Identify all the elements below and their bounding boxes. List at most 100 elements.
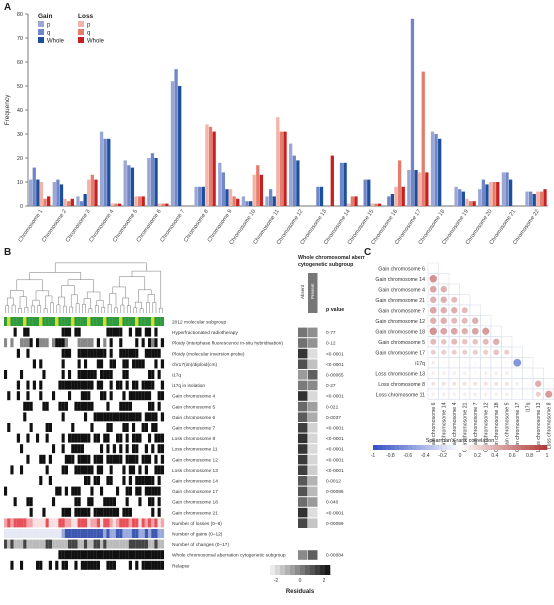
heatmap-cell: [29, 380, 33, 390]
heatmap-cell: [55, 550, 59, 560]
heatmap-cell: [84, 550, 88, 560]
heatmap-cell: [42, 401, 46, 411]
bar: [292, 155, 296, 206]
heatmap-cell: [4, 412, 8, 422]
heatmap-cell: [84, 539, 88, 549]
heatmap-cell: [160, 507, 165, 517]
bar: [117, 203, 122, 206]
heatmap-cell: [80, 317, 85, 326]
heatmap-cell: [20, 507, 24, 517]
heatmap-cell: [151, 380, 155, 390]
bar: [170, 81, 175, 206]
heatmap-cell: [157, 539, 161, 549]
bar: [130, 167, 135, 206]
heatmap-cell: [103, 348, 107, 358]
heatmap-cell: [26, 412, 30, 422]
heatmap-cell: [45, 338, 49, 348]
heatmap-cell: [157, 423, 161, 432]
heatmap-cell: [42, 338, 46, 348]
correlation-dot: [431, 371, 435, 375]
heatmap-cell: [52, 348, 56, 358]
bar: [394, 186, 398, 206]
heatmap-cell: [151, 550, 155, 560]
row-label: Gain chromosome 5: [172, 404, 216, 410]
heatmap-cell: [23, 338, 27, 348]
heatmap-cell: [29, 486, 33, 496]
heatmap-cell: [36, 476, 40, 485]
bar: [478, 189, 482, 206]
heatmap-cell: [10, 518, 14, 528]
heatmap-cell: [144, 518, 149, 528]
bar: [248, 201, 253, 206]
heatmap-cell: [29, 338, 33, 348]
heatmap-cell: [13, 444, 17, 454]
heatmap-cell: [160, 348, 165, 358]
colorbar-tick: 1: [546, 453, 549, 459]
colorbar-cell: [468, 445, 474, 450]
heatmap-cell: [125, 412, 129, 422]
heatmap-cell: [154, 359, 158, 369]
heatmap-cell: [141, 444, 145, 454]
heatmap-cell: [160, 380, 165, 390]
heatmap-cell: [61, 327, 65, 337]
bar: [347, 203, 351, 206]
heatmap-cell: [36, 444, 40, 454]
heatmap-cell: [109, 497, 113, 507]
residuals-tick: -2: [274, 578, 279, 584]
heatmap-cell: [154, 391, 158, 401]
heatmap-cell: [90, 465, 94, 475]
heatmap-cell: [122, 497, 126, 507]
heatmap-cell: [64, 486, 69, 496]
bar: [107, 138, 111, 206]
heatmap-cell: [26, 401, 30, 411]
heatmap-cell: [93, 359, 97, 369]
heatmap-cell: [48, 444, 53, 454]
heatmap-cell: [32, 380, 37, 390]
heatmap-cell: [13, 401, 17, 411]
heatmap-cell: [151, 507, 155, 517]
residual-cell-present: [308, 370, 318, 380]
heatmap-cell: [148, 529, 152, 538]
correlation-dot: [535, 391, 541, 397]
heatmap-cell: [122, 433, 126, 443]
heatmap-cell: [119, 338, 123, 348]
heatmap-cell: [36, 465, 40, 475]
heatmap-cell: [151, 444, 155, 454]
heatmap-cell: [16, 391, 21, 401]
heatmap-cell: [122, 327, 126, 337]
bar: [90, 174, 94, 206]
p-value: 0·021: [326, 404, 339, 410]
heatmap-cell: [116, 486, 120, 496]
heatmap-cell: [45, 401, 49, 411]
heatmap-cell: [109, 476, 113, 485]
heatmap-cell: [154, 465, 158, 475]
row-label: Gain chromosome 6: [172, 415, 216, 421]
correlation-dot: [431, 392, 435, 396]
heatmap-cell: [148, 370, 152, 379]
heatmap-cell: [16, 412, 21, 422]
heatmap-cell: [132, 380, 136, 390]
heatmap-cell: [52, 412, 56, 422]
heatmap-cell: [74, 550, 78, 560]
heatmap-cell: [20, 380, 24, 390]
heatmap-cell: [112, 529, 117, 538]
heatmap-cell: [29, 507, 33, 517]
heatmap-cell: [71, 529, 75, 538]
heatmap-cell: [87, 370, 91, 379]
heatmap-cell: [151, 317, 155, 326]
heatmap-cell: [151, 529, 155, 538]
heatmap-cell: [32, 476, 37, 485]
heatmap-cell: [128, 444, 133, 454]
y-axis-label: Frequency: [4, 94, 11, 125]
colorbar-cell: [538, 445, 543, 450]
heatmap-cell: [122, 539, 126, 549]
heatmap-cell: [26, 529, 30, 538]
heatmap-cell: [52, 465, 56, 475]
heatmap-cell: [71, 412, 75, 422]
heatmap-cell: [112, 560, 117, 570]
y-tick-label: 20: [17, 156, 23, 162]
heatmap-cell: [148, 476, 152, 485]
heatmap-cell: [106, 560, 110, 570]
correlation-dot: [472, 349, 478, 355]
heatmap-cell: [77, 486, 81, 496]
